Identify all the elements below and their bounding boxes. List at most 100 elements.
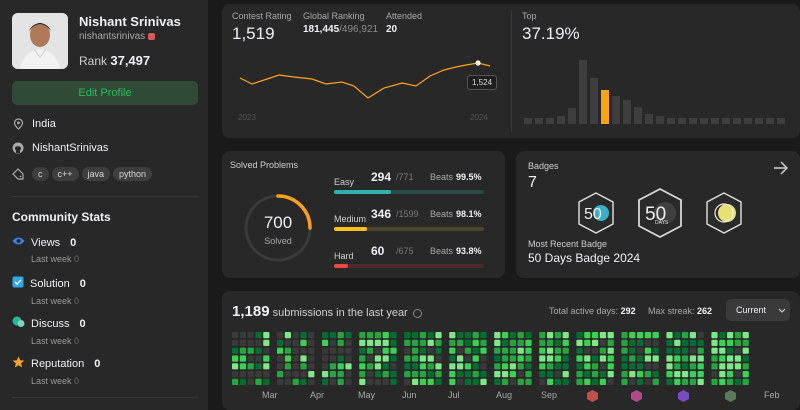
heatmap-cell [734, 371, 741, 378]
difficulty-easy[interactable]: Easy 294 /771 Beats 99.5% [334, 170, 484, 194]
solved-total-label: Solved [264, 236, 292, 246]
heatmap-cell [592, 347, 599, 354]
heatmap-cell [554, 371, 561, 378]
medium-progress-fill [334, 227, 367, 231]
info-icon[interactable] [412, 308, 422, 318]
chart-year-end: 2024 [470, 113, 488, 122]
month-badge-icon[interactable] [631, 390, 642, 402]
heatmap-cell [239, 355, 246, 362]
badge-100-days-icon[interactable] [704, 191, 744, 235]
solved-problems-card: Solved Problems 700 Solved Easy 294 /771… [222, 151, 505, 278]
heatmap-cell [547, 355, 554, 362]
skill-tag[interactable]: java [81, 167, 111, 181]
month-label: Sep [541, 390, 558, 400]
heatmap-cell [719, 378, 726, 385]
heatmap-cell [419, 363, 426, 370]
histogram-bar [557, 116, 565, 124]
difficulty-hard[interactable]: Hard 60 /675 Beats 93.8% [334, 244, 484, 268]
heatmap-cell [232, 347, 239, 354]
heatmap-cell [449, 355, 456, 362]
heatmap-cell [322, 363, 329, 370]
heatmap-cell [509, 355, 516, 362]
user-name: Nishant Srinivas [79, 14, 181, 29]
skill-tag[interactable]: c++ [51, 167, 79, 181]
heatmap-cell [666, 347, 673, 354]
heatmap-cell [592, 355, 599, 362]
location-pin-icon [12, 118, 24, 130]
heatmap-cell [584, 332, 591, 339]
heatmap-cell [674, 363, 681, 370]
heatmap-cell [247, 371, 254, 378]
heatmap-cell [329, 332, 336, 339]
heatmap-cell [509, 339, 516, 346]
heatmap-cell [539, 339, 546, 346]
submission-heatmap[interactable] [232, 330, 792, 388]
heatmap-cell [742, 378, 749, 385]
heatmap-cell [382, 332, 389, 339]
period-dropdown[interactable]: Current [726, 299, 790, 321]
histogram-bar [568, 108, 576, 124]
solved-ring[interactable] [242, 192, 314, 264]
heatmap-cell [502, 378, 509, 385]
github-link[interactable]: NishantSrinivas [32, 142, 109, 154]
heatmap-cell [427, 371, 434, 378]
heatmap-cell [382, 347, 389, 354]
rating-line-chart[interactable]: 2023 2024 [234, 48, 506, 128]
heatmap-cell [247, 355, 254, 362]
heatmap-cell [547, 347, 554, 354]
heatmap-cell [554, 332, 561, 339]
github-row[interactable]: NishantSrinivas [12, 142, 108, 154]
month-label: Aug [496, 390, 513, 400]
badge-50-days-2024-icon[interactable]: 50 DAYS [636, 187, 684, 239]
heatmap-cell [292, 355, 299, 362]
heatmap-cell [239, 378, 246, 385]
heatmap-cell [472, 363, 479, 370]
heatmap-cell [337, 355, 344, 362]
heatmap-cell [711, 363, 718, 370]
heatmap-cell [345, 339, 352, 346]
divider [511, 10, 512, 132]
submissions-card: 1,189 submissions in the last year Total… [222, 291, 800, 410]
heatmap-cell [494, 371, 501, 378]
heatmap-cell [449, 371, 456, 378]
heatmap-cell [562, 347, 569, 354]
solved-total: 700 [263, 213, 293, 232]
heatmap-cell [562, 355, 569, 362]
heatmap-cell [689, 378, 696, 385]
heatmap-cell [666, 371, 673, 378]
month-badge-icon[interactable] [587, 390, 598, 402]
rank-distribution-histogram[interactable] [522, 44, 792, 126]
difficulty-medium[interactable]: Medium 346 /1599 Beats 98.1% [334, 207, 484, 231]
heatmap-cell [232, 355, 239, 362]
month-badge-icon[interactable] [678, 390, 689, 402]
heatmap-cell [652, 363, 659, 370]
heatmap-cell [308, 332, 315, 339]
heatmap-cell [621, 378, 628, 385]
heatmap-cell [359, 371, 366, 378]
avatar[interactable] [12, 13, 68, 69]
heatmap-cell [390, 363, 397, 370]
heatmap-cell [412, 332, 419, 339]
heatmap-cell [292, 347, 299, 354]
badge-50-days-icon[interactable]: 50 [576, 191, 616, 235]
heatmap-cell [711, 378, 718, 385]
heatmap-cell [322, 378, 329, 385]
heatmap-cell [644, 355, 651, 362]
heatmap-cell [374, 355, 381, 362]
heatmap-cell [621, 347, 628, 354]
skill-tag[interactable]: c [32, 167, 49, 181]
heatmap-cell [599, 355, 606, 362]
heatmap-cell [517, 347, 524, 354]
heatmap-cell [674, 355, 681, 362]
month-badge-icon[interactable] [725, 390, 736, 402]
heatmap-cell [547, 363, 554, 370]
edit-profile-button[interactable]: Edit Profile [12, 81, 198, 105]
heatmap-cell [382, 378, 389, 385]
heatmap-cell [457, 355, 464, 362]
heatmap-cell [457, 378, 464, 385]
skill-tag[interactable]: python [113, 167, 153, 181]
heatmap-cell [584, 363, 591, 370]
arrow-right-icon[interactable] [773, 161, 789, 180]
medium-progress-track [334, 227, 484, 231]
heatmap-cell [247, 339, 254, 346]
